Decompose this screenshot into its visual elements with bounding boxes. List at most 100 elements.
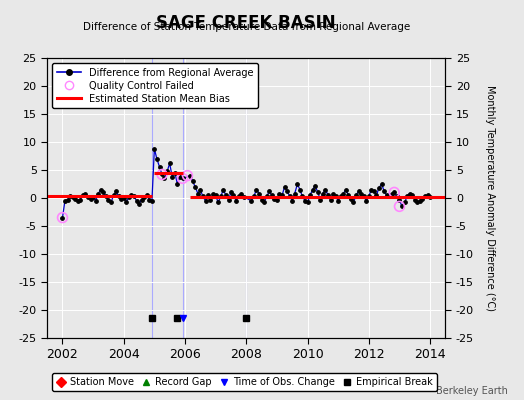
Point [275, 190, 283, 197]
Point [96, 186, 105, 193]
Point [219, 186, 227, 193]
Point [196, 186, 204, 193]
Point [375, 185, 383, 191]
Point [84, 194, 92, 200]
Point [183, 172, 192, 179]
Point [61, 198, 69, 204]
Point [137, 196, 146, 203]
Point [344, 192, 353, 198]
Point [365, 193, 373, 200]
Point [214, 199, 222, 206]
Point [171, 170, 179, 176]
Point [135, 200, 143, 207]
Point [334, 198, 342, 204]
Text: Berkeley Earth: Berkeley Earth [436, 386, 508, 396]
Point [250, 193, 258, 200]
Point [199, 193, 207, 200]
Text: SAGE CREEK BASIN: SAGE CREEK BASIN [157, 14, 336, 32]
Point [385, 193, 394, 200]
Point [178, 175, 187, 182]
Point [94, 190, 103, 197]
Point [168, 174, 177, 180]
Point [367, 186, 376, 193]
Point [347, 196, 355, 202]
Point [329, 190, 337, 197]
Point [176, 174, 184, 180]
Point [301, 198, 309, 204]
Point [76, 196, 84, 203]
Point [336, 193, 345, 200]
Point [133, 198, 141, 204]
Point [313, 189, 322, 196]
Point [316, 196, 324, 203]
Point [342, 186, 350, 193]
Point [117, 196, 125, 202]
Point [222, 192, 230, 198]
Point [393, 193, 401, 200]
Point [186, 172, 194, 179]
Point [58, 214, 67, 221]
Point [125, 194, 133, 200]
Point [209, 190, 217, 197]
Point [423, 192, 432, 198]
Point [370, 188, 378, 194]
Legend: Difference from Regional Average, Quality Control Failed, Estimated Station Mean: Difference from Regional Average, Qualit… [52, 63, 258, 108]
Point [270, 196, 279, 202]
Point [306, 192, 314, 198]
Point [73, 198, 82, 204]
Point [390, 189, 398, 196]
Point [143, 192, 151, 198]
Point [283, 188, 291, 194]
Point [265, 188, 274, 194]
Point [260, 199, 268, 206]
Point [321, 186, 330, 193]
Point [104, 196, 113, 203]
Point [355, 188, 363, 194]
Point [350, 199, 358, 206]
Point [189, 178, 197, 184]
Point [311, 182, 320, 189]
Point [201, 198, 210, 204]
Point [362, 198, 370, 204]
Point [69, 194, 77, 200]
Point [352, 192, 360, 198]
Point [152, 156, 161, 162]
Point [247, 198, 256, 204]
Point [411, 196, 419, 203]
Point [114, 193, 123, 200]
Point [383, 192, 391, 198]
Point [257, 196, 266, 203]
Point [332, 193, 340, 200]
Point [293, 181, 302, 187]
Point [319, 190, 327, 197]
Point [406, 190, 414, 197]
Point [156, 164, 164, 170]
Point [71, 196, 80, 202]
Point [372, 192, 380, 198]
Point [390, 189, 398, 196]
Point [110, 192, 118, 198]
Point [280, 184, 289, 190]
Point [173, 181, 181, 187]
Point [191, 184, 199, 190]
Point [160, 175, 169, 182]
Point [255, 190, 264, 197]
Point [158, 171, 166, 178]
Y-axis label: Monthly Temperature Anomaly Difference (°C): Monthly Temperature Anomaly Difference (… [485, 85, 495, 311]
Point [140, 194, 148, 200]
Point [232, 198, 241, 204]
Point [239, 194, 248, 200]
Point [416, 198, 424, 204]
Point [380, 188, 388, 194]
Point [81, 190, 90, 197]
Point [252, 186, 260, 193]
Point [278, 192, 286, 198]
Point [206, 196, 215, 203]
Point [339, 190, 347, 197]
Point [408, 192, 417, 198]
Point [400, 199, 409, 206]
Point [309, 186, 317, 193]
Point [58, 214, 67, 221]
Point [272, 196, 281, 203]
Point [229, 192, 237, 198]
